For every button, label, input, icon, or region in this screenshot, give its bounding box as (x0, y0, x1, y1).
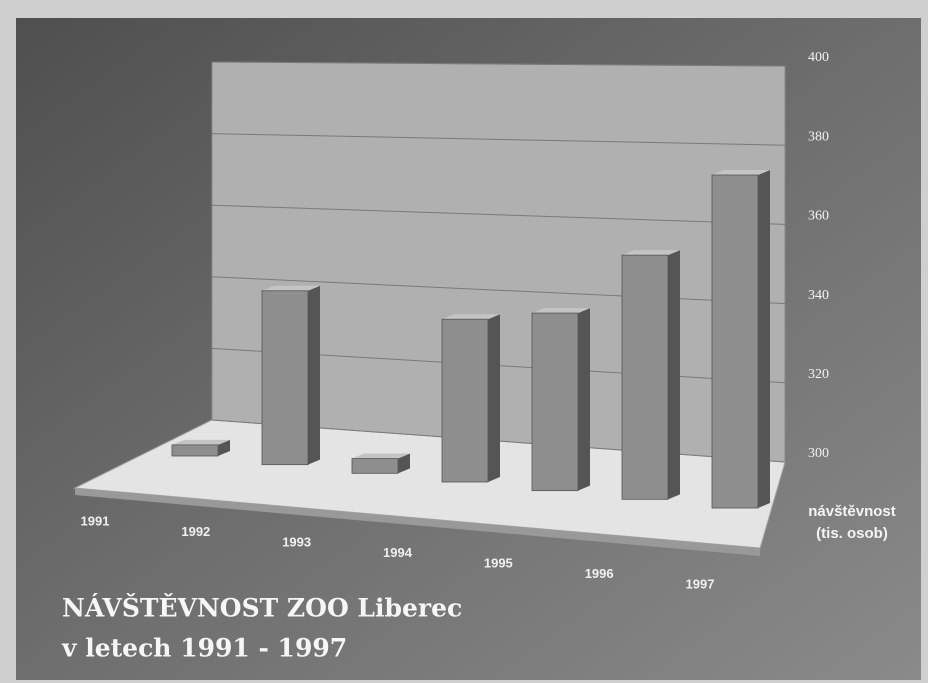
bar-side (308, 285, 320, 465)
y-axis-label: (tis. osob) (816, 525, 888, 542)
bar (351, 458, 399, 474)
grid-line (211, 276, 786, 305)
x-tick-label: 1991 (81, 513, 110, 528)
floor-edge (75, 488, 760, 556)
bar (621, 254, 669, 500)
bar-side (668, 250, 680, 500)
bar-side (218, 439, 230, 456)
bar-side (578, 308, 590, 491)
bar (261, 290, 309, 466)
y-tick-label: 380 (808, 129, 829, 144)
y-tick-label: 340 (808, 288, 829, 303)
x-tick-label: 1994 (383, 545, 413, 560)
bar (171, 444, 219, 457)
bar-top (262, 285, 320, 291)
y-tick-label: 300 (808, 446, 829, 461)
y-tick-label: 360 (808, 209, 829, 224)
x-tick-label: 1993 (282, 534, 311, 549)
x-tick-label: 1995 (484, 555, 513, 570)
bar-top (352, 453, 410, 459)
x-tick-label: 1992 (181, 524, 210, 539)
y-tick-label: 400 (808, 50, 829, 65)
chart-title: NÁVŠTĚVNOST ZOO Liberec (62, 594, 462, 623)
x-tick-label: 1996 (585, 566, 614, 581)
bar-top (442, 314, 500, 320)
bar-top (712, 170, 770, 175)
grid-line (211, 204, 786, 225)
bar-side (488, 314, 500, 482)
bar (441, 318, 489, 483)
grid-line (211, 133, 786, 146)
bar (531, 312, 579, 492)
x-tick-label: 1997 (686, 576, 715, 591)
y-axis-label: návštěvnost (808, 503, 896, 520)
grid-line (211, 61, 786, 67)
bar-side (758, 170, 770, 508)
bar-top (532, 308, 590, 314)
y-tick-label: 320 (808, 367, 829, 382)
bar-top (172, 439, 230, 445)
chart-subtitle: v letech 1991 - 1997 (61, 634, 347, 663)
bar-top (622, 250, 680, 256)
bar (711, 174, 759, 509)
bar-side (398, 453, 410, 474)
